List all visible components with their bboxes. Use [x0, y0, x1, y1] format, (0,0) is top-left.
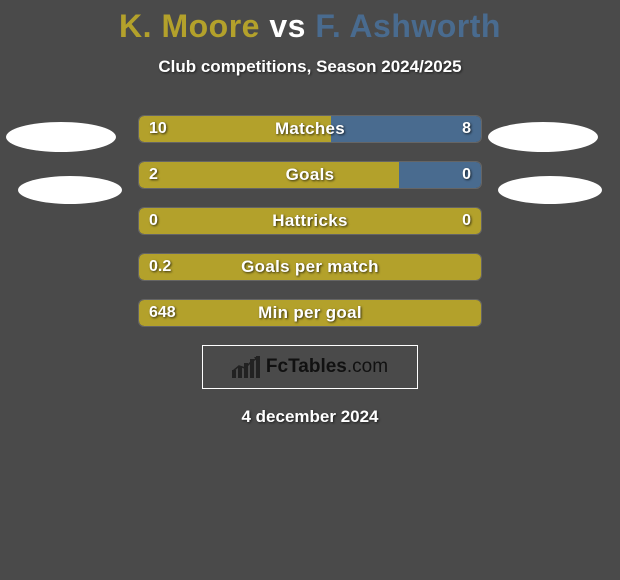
stat-label: Matches: [139, 116, 481, 142]
bar-track: 00Hattricks: [138, 207, 482, 235]
stat-label: Min per goal: [139, 300, 481, 326]
comparison-infographic: K. Moore vs F. Ashworth Club competition…: [0, 0, 620, 580]
bar-track: 108Matches: [138, 115, 482, 143]
logo-text-thin: .com: [347, 356, 388, 377]
stat-row: 648Min per goal: [0, 299, 620, 327]
page-title: K. Moore vs F. Ashworth: [0, 0, 620, 45]
stat-row: 20Goals: [0, 161, 620, 189]
stat-row: 0.2Goals per match: [0, 253, 620, 281]
date-text: 4 december 2024: [0, 407, 620, 427]
bar-track: 648Min per goal: [138, 299, 482, 327]
stat-label: Goals: [139, 162, 481, 188]
stat-row: 00Hattricks: [0, 207, 620, 235]
stat-label: Goals per match: [139, 254, 481, 280]
bar-track: 20Goals: [138, 161, 482, 189]
player-a-name: K. Moore: [119, 8, 260, 44]
bar-chart-icon: [232, 356, 260, 378]
bar-track: 0.2Goals per match: [138, 253, 482, 281]
logo-box: FcTables.com: [202, 345, 418, 389]
player-b-name: F. Ashworth: [315, 8, 501, 44]
stat-label: Hattricks: [139, 208, 481, 234]
subtitle: Club competitions, Season 2024/2025: [0, 57, 620, 77]
vs-text: vs: [260, 8, 315, 44]
stat-row: 108Matches: [0, 115, 620, 143]
logo-text-bold: FcTables: [266, 356, 347, 377]
logo-text: FcTables.com: [266, 356, 388, 378]
